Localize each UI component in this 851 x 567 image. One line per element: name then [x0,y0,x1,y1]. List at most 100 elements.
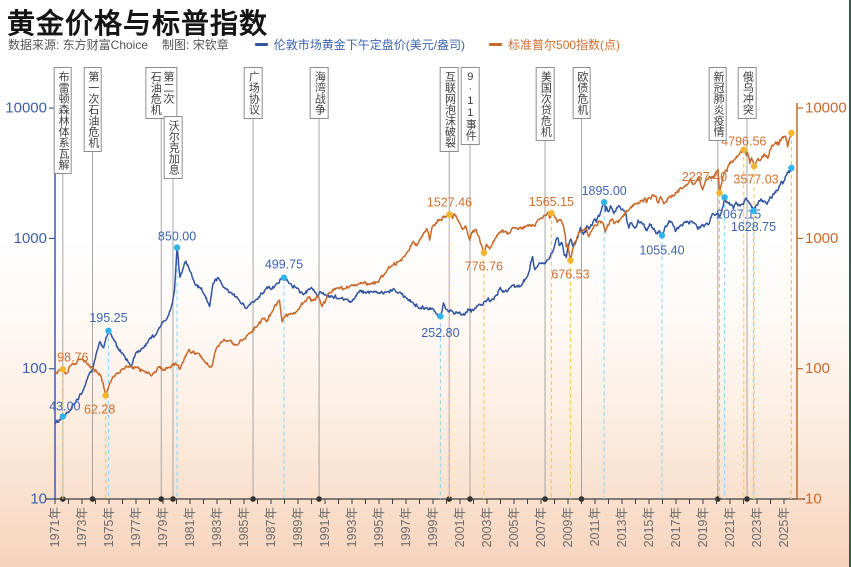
x-tick-label: 1977年 [129,507,143,547]
annotation-marker [102,392,109,399]
series-path-gold [54,167,793,425]
x-tick-label: 2025年 [777,507,791,547]
annotation-marker [740,146,747,153]
event-label-box: 第一次石油危机 [83,67,102,152]
annotation-label: 2067.15 [716,207,761,221]
legend-label-gold: 伦敦市场黄金下午定盘价(美元/盎司) [273,38,466,52]
x-tick-label: 2003年 [480,507,494,547]
x-tick-label: 1979年 [156,507,170,547]
event-label-box: 9·11事件 [460,67,480,145]
annotation-label: 3577.03 [733,172,778,186]
annotation-marker [480,249,488,256]
event-label-text: 海湾战争 [313,71,326,115]
event-label-box: 美国次贷危机 [535,67,555,141]
annotation-label: 62.28 [84,402,115,416]
annotation-label: 1895.00 [582,184,627,198]
event-label-box: 互联网泡沫破裂 [439,67,459,152]
x-tick-label: 1999年 [426,507,440,547]
event-label-text: 沃尔克加息 [167,120,180,175]
window-edge [849,0,851,567]
y-tick-label-right: 1000 [805,230,838,247]
y-tick-label-right: 10000 [805,100,847,117]
annotation-label: 850.00 [158,230,196,244]
event-label-box: 欧债危机 [572,67,591,119]
x-tick-label: 1985年 [237,507,251,547]
gold-line-swatch [254,43,268,46]
event-label-box: 新冠肺炎疫情 [708,67,728,141]
y-tick-label-left: 100 [22,360,47,377]
annotation-marker [721,194,728,201]
annotation-marker [105,327,112,335]
x-tick-label: 1983年 [210,507,224,547]
x-tick-label: 2001年 [453,507,467,547]
y-tick-label-left: 10 [30,491,47,508]
event-label-text: 布雷顿森林体系瓦解 [57,71,70,170]
y-tick-label-right: 100 [805,360,830,377]
annotation-marker [437,313,444,320]
series-end-marker [788,129,795,137]
x-tick-label: 1987年 [264,507,278,547]
event-label-text: 石油危机 [149,71,162,115]
sp500-line-swatch [489,43,503,46]
annotation-marker [750,207,757,214]
x-tick-label: 1991年 [318,507,332,547]
chart-meta-row: 数据来源: 东方财富Choice 制图: 宋钦章 伦敦市场黄金下午定盘价(美元/… [8,36,644,53]
event-label-box: 沃尔克加息 [163,116,183,179]
y-tick-label-left: 1000 [14,230,47,247]
annotation-marker [658,232,666,239]
event-label-text: 第一次石油危机 [86,71,99,148]
x-tick-label: 2009年 [561,507,575,547]
series-path-sp500 [54,132,793,397]
annotation-label: 776.76 [465,260,503,274]
event-label-box: 广场协议 [243,67,263,119]
event-label-text: 俄乌冲突 [741,71,754,115]
annotation-marker [750,163,758,170]
legend-label-sp500: 标准普尔500指数(点) [508,38,621,52]
annotation-label: 1055.40 [639,243,684,257]
annotation-label: 4796.56 [721,135,766,149]
annotation-marker [446,211,453,218]
event-label-text: 欧债危机 [575,71,588,115]
x-tick-label: 1981年 [183,507,197,547]
event-label-box: 布雷顿森林体系瓦解 [53,67,73,174]
annotation-marker [173,244,181,251]
x-tick-label: 2007年 [534,507,548,547]
series-end-marker [788,164,795,172]
annotation-marker [59,413,67,420]
annotation-label: 195.25 [89,311,127,325]
legend-item-sp500: 标准普尔500指数(点) [489,36,620,53]
annotation-label: 1628.75 [731,220,776,234]
event-label-text: 美国次贷危机 [539,71,552,137]
x-tick-label: 1989年 [291,507,305,547]
y-tick-label-right: 10 [805,491,822,508]
page-title: 黄金价格与标普指数 [7,8,269,39]
x-tick-label: 1971年 [48,507,62,547]
x-tick-label: 2013年 [615,507,629,547]
data-source-label: 数据来源: 东方财富Choice [8,38,149,52]
annotation-label: 98.76 [57,350,88,364]
annotation-marker [567,257,574,264]
event-label-text: 9·11事件 [464,71,477,141]
chart-credit-label: 制图: 宋钦章 [162,38,229,52]
annotation-marker [280,274,288,281]
annotation-label: 1527.46 [427,195,472,209]
event-label-text: 新冠肺炎疫情 [712,71,725,137]
event-label-text: 第二次 [161,71,174,104]
x-tick-label: 1975年 [102,507,116,547]
x-tick-label: 2017年 [669,507,683,547]
annotation-label: 1565.15 [529,195,574,209]
event-label-box: 俄乌冲突 [737,67,757,119]
event-label-box: 第二次 石油危机 [145,67,177,119]
legend: 伦敦市场黄金下午定盘价(美元/盎司) 标准普尔500指数(点) [254,36,644,53]
legend-item-gold: 伦敦市场黄金下午定盘价(美元/盎司) [254,36,466,53]
annotation-marker [59,366,67,373]
x-tick-label: 2019年 [696,507,710,547]
annotation-label: 43.00 [49,399,80,413]
x-tick-label: 1993年 [345,507,359,547]
annotation-label: 676.53 [551,268,589,282]
annotation-marker [600,199,608,206]
x-tick-label: 2021年 [723,507,737,547]
x-tick-label: 1995年 [372,507,386,547]
